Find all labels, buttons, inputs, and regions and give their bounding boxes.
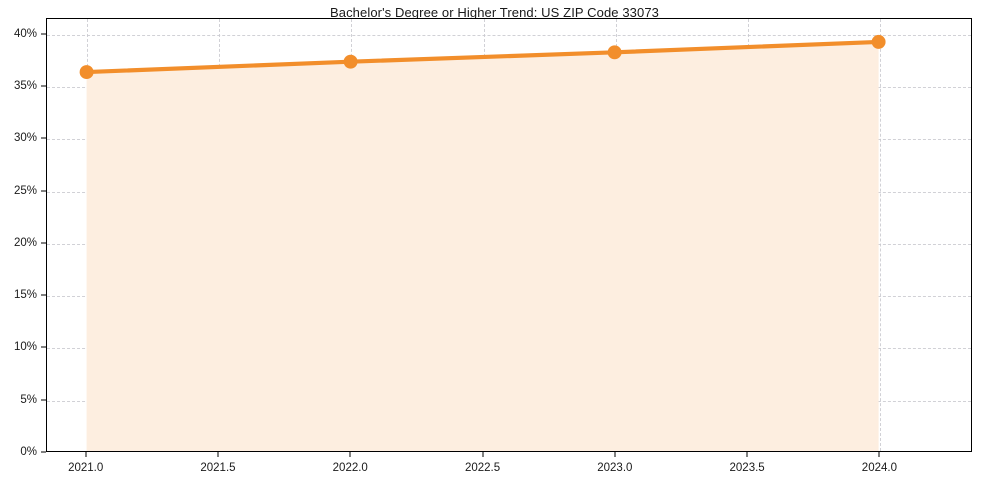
y-tick-label-5: 5% <box>20 393 37 406</box>
x-tick-label-2024.0: 2024.0 <box>861 462 897 474</box>
gridline-x-2024 <box>880 19 882 451</box>
plot-area <box>46 18 972 452</box>
data-point-2024 <box>871 34 886 49</box>
x-tick-mark-2021.0 <box>85 452 87 457</box>
trend-line-path <box>84 39 881 75</box>
data-point-2022 <box>343 54 358 69</box>
y-tick-label-10: 10% <box>13 341 37 354</box>
area-fill-path <box>86 41 879 451</box>
x-tick-label-2023.5: 2023.5 <box>729 462 765 474</box>
chart-title: Bachelor's Degree or Higher Trend: US ZI… <box>329 5 659 20</box>
x-tick-mark-2021.5 <box>217 452 219 457</box>
x-tick-label-2021.5: 2021.5 <box>200 462 236 474</box>
x-tick-label-2023.0: 2023.0 <box>597 462 633 474</box>
y-tick-label-20: 20% <box>13 236 37 249</box>
gridline-y-40 <box>47 34 971 36</box>
data-point-2023 <box>607 45 622 60</box>
y-tick-label-15: 15% <box>13 289 37 302</box>
x-tick-label-2021.0: 2021.0 <box>68 462 104 474</box>
y-tick-label-40: 40% <box>13 27 37 40</box>
y-tick-label-35: 35% <box>13 79 37 92</box>
x-tick-label-2022.0: 2022.0 <box>332 462 368 474</box>
x-tick-mark-2023.5 <box>746 452 748 457</box>
x-tick-label-2022.5: 2022.5 <box>464 462 501 474</box>
x-tick-mark-2022.0 <box>349 452 351 457</box>
x-tick-mark-2022.5 <box>482 452 484 457</box>
data-point-2021 <box>79 65 94 80</box>
data-point-markers <box>79 34 886 80</box>
x-tick-mark-2023.0 <box>614 452 616 457</box>
y-tick-label-0: 0% <box>20 446 37 458</box>
y-tick-label-25: 25% <box>13 184 37 197</box>
x-tick-mark-2024.0 <box>878 452 880 457</box>
y-tick-label-30: 30% <box>13 132 37 145</box>
series-plot <box>79 34 886 451</box>
